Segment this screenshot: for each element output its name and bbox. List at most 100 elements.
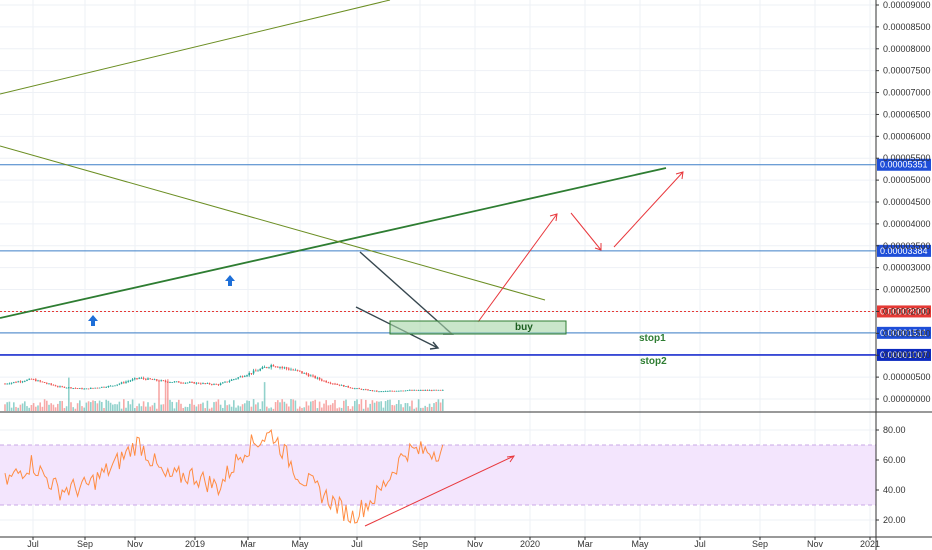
volume-bar	[279, 402, 281, 411]
volume-bar	[382, 407, 385, 411]
candle-body	[208, 383, 211, 385]
candle-body	[428, 390, 431, 391]
level-badge-text: 0.00001511	[880, 328, 927, 338]
x-tick-label: May	[631, 539, 649, 549]
candle-body	[296, 369, 299, 371]
volume-bar	[215, 401, 217, 411]
candle-body	[186, 382, 189, 384]
volume-bar	[195, 406, 198, 411]
candle-body	[6, 383, 8, 385]
volume-bar	[404, 403, 407, 411]
candle-body	[266, 367, 268, 368]
candle-body	[35, 379, 37, 382]
candle-body	[158, 380, 160, 382]
x-tick-label: Sep	[77, 539, 93, 549]
candle-body	[351, 388, 354, 389]
candle-body	[435, 389, 437, 391]
y-tick-label: 0.00004500	[883, 197, 931, 207]
volume-bar	[74, 408, 77, 411]
candle-body	[13, 381, 15, 383]
volume-bar	[327, 405, 330, 411]
volume-bar	[224, 400, 226, 411]
candle-body	[358, 388, 360, 390]
volume-bar	[213, 402, 215, 411]
volume-bar	[116, 404, 118, 411]
volume-bar	[204, 408, 206, 411]
candle-body	[389, 390, 391, 392]
candle-body	[193, 382, 195, 384]
volume-bar	[72, 407, 74, 411]
candle-body	[345, 385, 347, 387]
volume-bar	[208, 408, 211, 411]
volume-bar	[301, 407, 303, 411]
rsi-tick-label: 60.00	[883, 455, 906, 465]
wedge-upper-line	[359, 251, 453, 335]
rsi-band	[0, 445, 876, 505]
volume-bar	[248, 400, 250, 411]
level-badge	[877, 158, 931, 171]
candle-body	[378, 391, 380, 393]
volume-bar	[235, 407, 237, 411]
candle-body	[134, 378, 136, 380]
volume-bar	[334, 399, 336, 411]
candle-body	[118, 383, 121, 385]
candle-body	[334, 383, 336, 385]
candle-body	[406, 390, 409, 392]
volume-bar	[19, 404, 22, 411]
volume-bar	[343, 400, 345, 411]
candle-body	[332, 383, 334, 385]
x-tick-label: 2019	[185, 539, 205, 549]
volume-bar	[365, 399, 367, 411]
volume-bar	[433, 403, 435, 411]
candle-body	[46, 382, 48, 384]
volume-bar	[200, 403, 202, 411]
candle-body	[219, 383, 222, 386]
volume-bar	[400, 404, 402, 411]
volume-bar	[389, 399, 391, 411]
candle-body	[120, 382, 123, 384]
volume-bar	[312, 400, 314, 411]
volume-bar	[402, 407, 404, 411]
volume-bar	[156, 408, 158, 411]
x-tick-label: Jul	[351, 539, 363, 549]
volume-bar	[367, 407, 369, 411]
volume-bar	[127, 401, 129, 411]
candle-body	[246, 375, 248, 377]
projection-arrow-up-2	[613, 171, 684, 248]
upper-channel-line	[0, 0, 391, 95]
volume-bar	[59, 400, 61, 411]
candle-body	[354, 388, 356, 390]
volume-bar	[439, 402, 442, 411]
candle-body	[50, 383, 52, 385]
candle-body	[365, 389, 367, 391]
level-badge-text: 0.00001007	[880, 350, 928, 360]
candle-body	[248, 373, 250, 376]
volume-bar	[105, 399, 107, 411]
x-tick-label: 2021	[860, 539, 880, 549]
volume-bar	[90, 402, 92, 411]
volume-bar	[387, 399, 389, 411]
candle-body	[321, 379, 323, 381]
candle-body	[250, 373, 253, 374]
candle-body	[39, 380, 41, 382]
candle-body	[160, 380, 162, 382]
candle-body	[376, 390, 378, 392]
volume-bar	[171, 401, 173, 411]
volume-bar	[325, 400, 327, 411]
volume-bar	[206, 400, 209, 411]
candle-body	[191, 382, 193, 383]
candle-body	[400, 390, 402, 392]
y-tick-label: 0.00002000	[883, 306, 931, 316]
candle-body	[228, 380, 231, 382]
candle-body	[336, 384, 338, 386]
volume-bar	[371, 400, 374, 411]
volume-bar	[46, 400, 48, 411]
candle-body	[142, 377, 145, 379]
candle-body	[244, 376, 246, 377]
y-tick-label: 0.00004000	[883, 219, 931, 229]
volume-bar	[169, 399, 171, 411]
volume-bar	[435, 401, 437, 411]
candle-body	[101, 386, 103, 388]
candle-body	[409, 389, 411, 391]
